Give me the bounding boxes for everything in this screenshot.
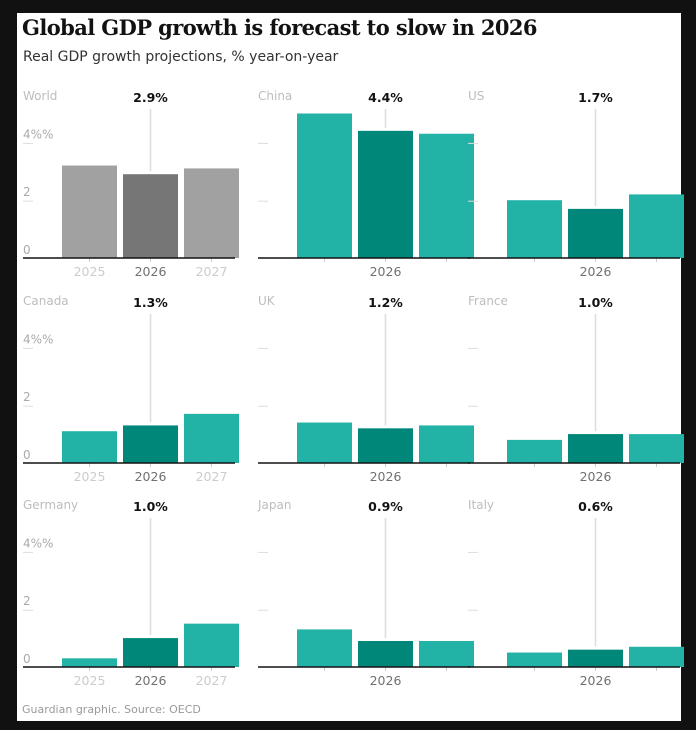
bar-germany-2027 [184,623,239,667]
y-tick-label-canada-2: 2 [23,390,31,404]
panel-label-canada: Canada [23,294,69,308]
chart-title: Global GDP growth is forecast to slow in… [22,15,537,40]
bar-germany-2025 [62,658,117,667]
bar-japan-2026 [358,640,413,667]
bar-china-2025 [297,113,352,258]
bar-italy-2026 [568,649,623,667]
y-tick-label-world-2: 2 [23,185,31,199]
y-tick-label-canada-0: 0 [23,448,31,462]
bar-japan-2025 [297,629,352,667]
y-tick-label-germany-2: 2 [23,594,31,608]
value-label-france: 1.0% [578,295,613,310]
panel-label-italy: Italy [468,498,494,512]
x-tick-label-china-2026: 2026 [370,264,402,279]
y-tick-label-world-0: 0 [23,243,31,257]
bar-france-2025 [507,439,562,463]
panel-label-us: US [468,89,484,103]
bar-world-2026 [123,174,178,258]
x-tick-label-canada-2026: 2026 [135,469,167,484]
bar-canada-2026 [123,425,178,463]
bar-canada-2027 [184,413,239,463]
value-label-china: 4.4% [368,90,403,105]
bar-world-2027 [184,168,239,258]
bar-china-2027 [419,133,474,258]
bar-germany-2026 [123,638,178,667]
chart-subtitle: Real GDP growth projections, % year-on-y… [23,49,339,65]
panel-label-uk: UK [258,294,276,308]
x-tick-label-canada-2025: 2025 [74,469,106,484]
bar-us-2026 [568,208,623,258]
bar-japan-2027 [419,640,474,667]
x-tick-label-world-2025: 2025 [74,264,106,279]
panel-label-japan: Japan [257,498,291,512]
bar-italy-2027 [629,646,684,667]
x-tick-label-germany-2025: 2025 [74,673,106,688]
bar-uk-2027 [419,425,474,463]
bar-china-2026 [358,130,413,258]
bar-us-2027 [629,194,684,258]
value-label-us: 1.7% [578,90,613,105]
bar-world-2025 [62,165,117,258]
panel-label-germany: Germany [23,498,78,512]
y-tick-label-canada-4: 4%% [23,332,53,346]
x-tick-label-germany-2027: 2027 [196,673,228,688]
x-tick-label-uk-2026: 2026 [370,469,402,484]
panel-label-world: World [23,89,57,103]
value-label-italy: 0.6% [578,499,613,514]
x-tick-label-world-2027: 2027 [196,264,228,279]
panel-label-france: France [468,294,508,308]
value-label-world: 2.9% [133,90,168,105]
x-tick-label-world-2026: 2026 [135,264,167,279]
source-credit: Guardian graphic. Source: OECD [22,703,201,716]
y-tick-label-germany-4: 4%% [23,536,53,550]
x-tick-label-canada-2027: 2027 [196,469,228,484]
bar-uk-2025 [297,422,352,463]
y-tick-label-germany-0: 0 [23,652,31,666]
value-label-uk: 1.2% [368,295,403,310]
x-tick-label-germany-2026: 2026 [135,673,167,688]
value-label-germany: 1.0% [133,499,168,514]
bar-france-2026 [568,434,623,463]
value-label-japan: 0.9% [368,499,403,514]
value-label-canada: 1.3% [133,295,168,310]
x-tick-label-italy-2026: 2026 [580,673,612,688]
bar-us-2025 [507,200,562,258]
x-tick-label-us-2026: 2026 [580,264,612,279]
x-tick-label-france-2026: 2026 [580,469,612,484]
bar-france-2027 [629,434,684,463]
x-tick-label-japan-2026: 2026 [370,673,402,688]
y-tick-label-world-4: 4%% [23,127,53,141]
bar-canada-2025 [62,431,117,463]
bar-italy-2025 [507,652,562,667]
bar-uk-2026 [358,428,413,463]
panel-label-china: China [258,89,292,103]
